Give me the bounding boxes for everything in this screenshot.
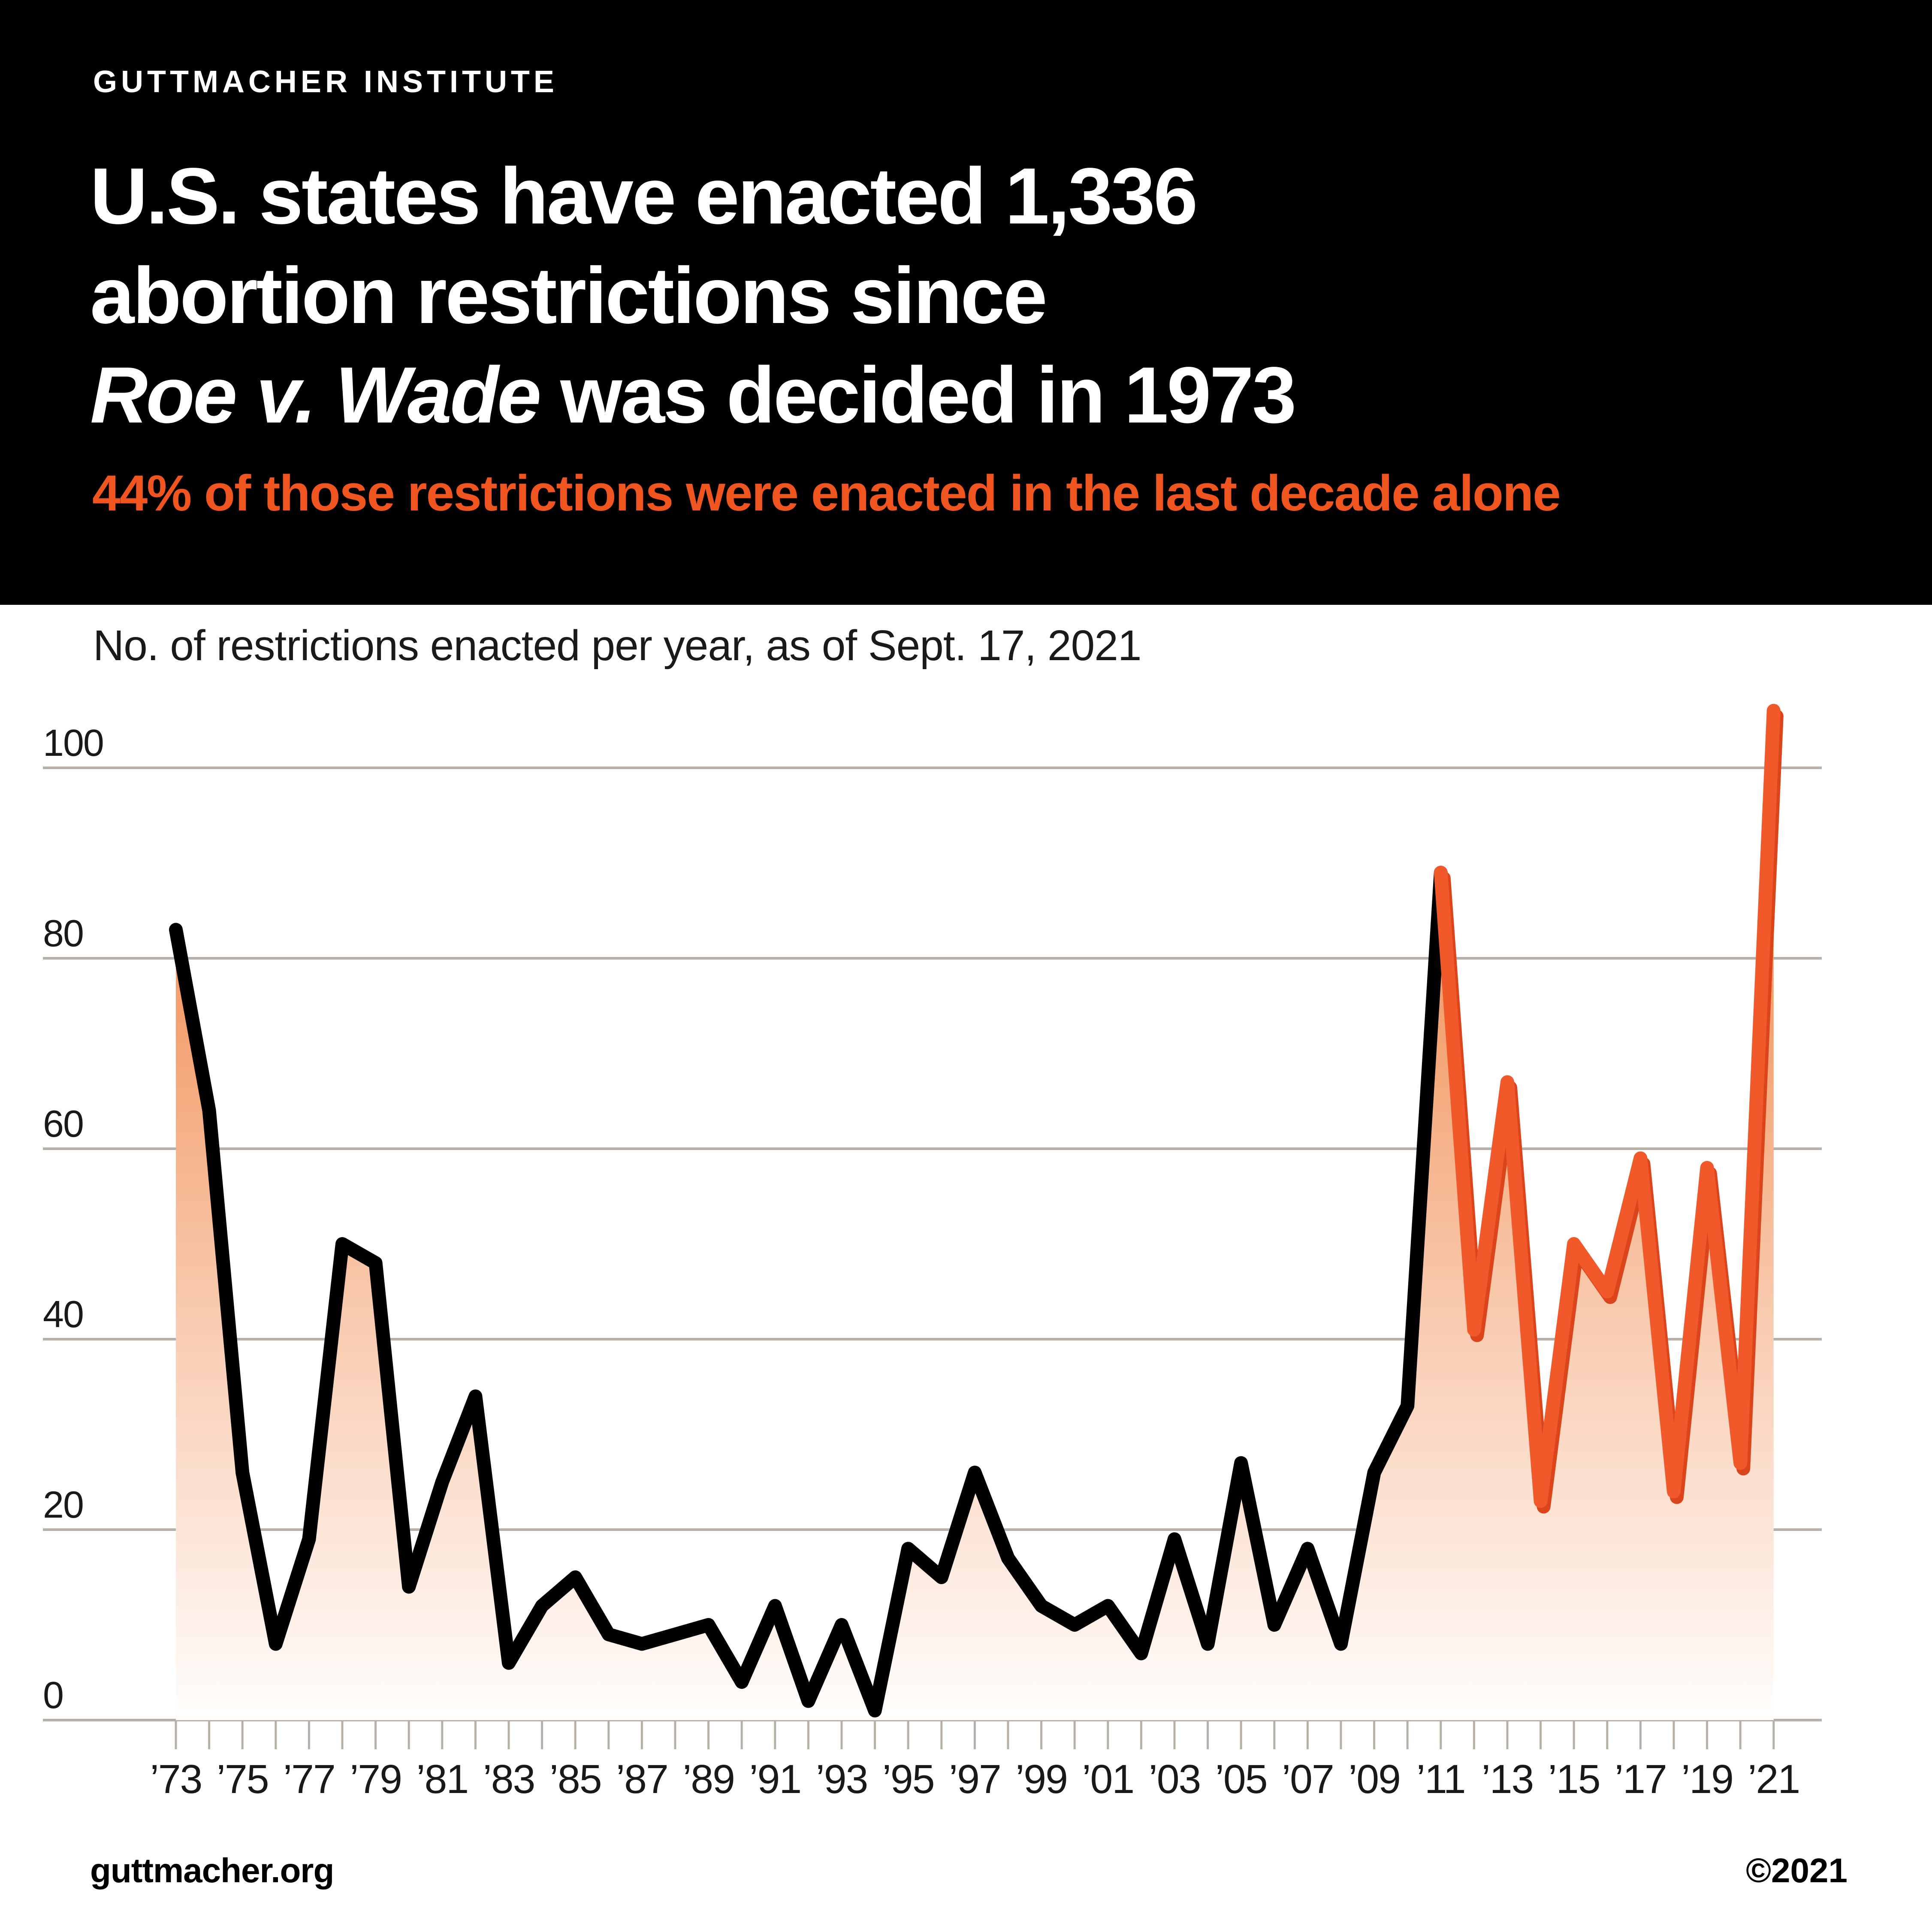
- headline-case-name: Roe v. Wade: [90, 351, 541, 440]
- recent-line: [1434, 703, 1781, 1508]
- area-fill: [176, 710, 1774, 1720]
- headline: U.S. states have enacted 1,336 abortion …: [90, 147, 1297, 445]
- svg-text:’73: ’73: [150, 1757, 202, 1802]
- headline-line1: U.S. states have enacted 1,336: [90, 152, 1198, 241]
- svg-text:100: 100: [43, 721, 103, 764]
- svg-text:’75: ’75: [217, 1757, 269, 1802]
- svg-text:’17: ’17: [1615, 1757, 1666, 1802]
- svg-text:’89: ’89: [682, 1757, 734, 1802]
- historic-line: [169, 866, 1448, 1718]
- header-band: GUTTMACHER INSTITUTE U.S. states have en…: [0, 0, 1932, 605]
- svg-text:’87: ’87: [616, 1757, 668, 1802]
- svg-text:’99: ’99: [1015, 1757, 1067, 1802]
- svg-text:’97: ’97: [949, 1757, 1001, 1802]
- svg-text:’77: ’77: [283, 1757, 335, 1802]
- svg-text:’05: ’05: [1215, 1757, 1267, 1802]
- svg-text:40: 40: [43, 1293, 83, 1335]
- svg-text:20: 20: [43, 1483, 83, 1526]
- svg-text:’03: ’03: [1149, 1757, 1201, 1802]
- svg-text:’91: ’91: [749, 1757, 801, 1802]
- svg-text:’21: ’21: [1748, 1757, 1799, 1802]
- svg-text:’83: ’83: [483, 1757, 535, 1802]
- source-site: guttmacher.org: [90, 1851, 334, 1890]
- x-axis: ’73 ’75 ’77 ’79 ’81 ’83 ’85 ’87 ’89 ’91 ’93 ’95 ’97 ’…: [150, 1720, 1800, 1802]
- svg-text:’11: ’11: [1416, 1757, 1465, 1802]
- svg-text:’85: ’85: [549, 1757, 601, 1802]
- svg-text:’95: ’95: [882, 1757, 934, 1802]
- svg-text:’93: ’93: [816, 1757, 868, 1802]
- svg-text:’81: ’81: [416, 1757, 468, 1802]
- brand-name: GUTTMACHER INSTITUTE: [93, 65, 558, 99]
- svg-text:’07: ’07: [1282, 1757, 1334, 1802]
- svg-text:’19: ’19: [1681, 1757, 1733, 1802]
- svg-text:’13: ’13: [1482, 1757, 1534, 1802]
- copyright: ©2021: [1746, 1851, 1847, 1890]
- svg-text:0: 0: [43, 1674, 63, 1716]
- headline-line3-rest: was decided in 1973: [540, 351, 1297, 440]
- subtitle-stat: 44% of those restrictions were enacted i…: [92, 465, 1561, 522]
- svg-text:80: 80: [43, 912, 83, 954]
- svg-text:’09: ’09: [1348, 1757, 1400, 1802]
- headline-line2: abortion restrictions since: [90, 251, 1048, 340]
- svg-text:’01: ’01: [1082, 1757, 1134, 1802]
- svg-text:’15: ’15: [1548, 1757, 1600, 1802]
- chart-title: No. of restrictions enacted per year, as…: [93, 622, 1141, 670]
- svg-text:’79: ’79: [350, 1757, 401, 1802]
- svg-text:60: 60: [43, 1102, 83, 1145]
